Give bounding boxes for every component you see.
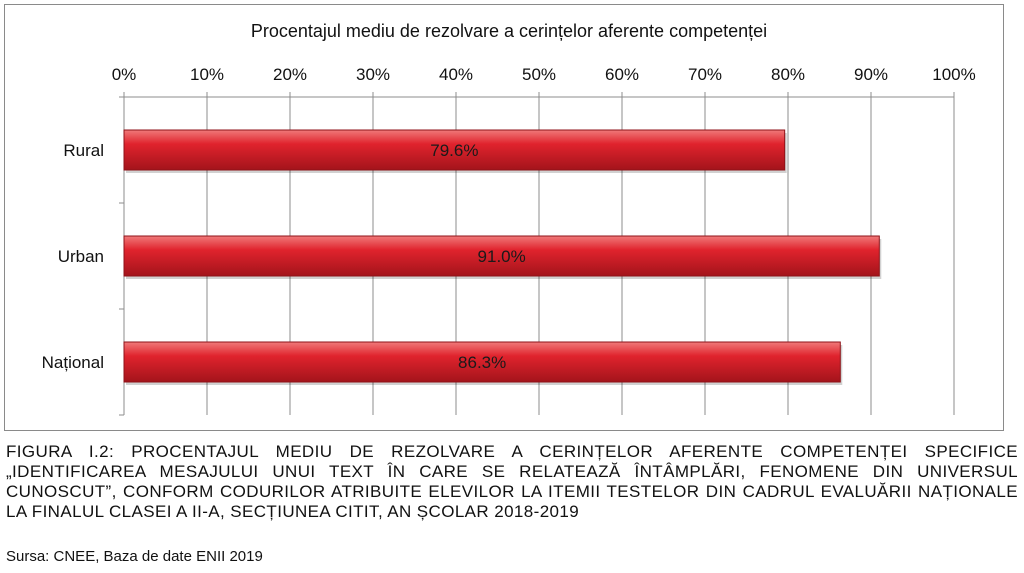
category-label: Național xyxy=(42,353,104,372)
x-tick-label: 70% xyxy=(688,65,722,84)
bar-chart: Procentajul mediu de rezolvare a cerințe… xyxy=(42,21,976,416)
category-label: Urban xyxy=(58,247,104,266)
x-tick-label: 100% xyxy=(932,65,975,84)
bar xyxy=(123,129,786,171)
data-label: 86.3% xyxy=(458,353,506,372)
figure-caption: FIGURA I.2: Procentajul mediu de rezolva… xyxy=(6,442,1018,521)
source-note: Sursa: CNEE, Baza de date ENII 2019 xyxy=(6,548,263,565)
data-label: 79.6% xyxy=(430,141,478,160)
x-tick-label: 40% xyxy=(439,65,473,84)
x-tick-label: 80% xyxy=(771,65,805,84)
x-tick-label: 90% xyxy=(854,65,888,84)
x-tick-label: 30% xyxy=(356,65,390,84)
chart-title: Procentajul mediu de rezolvare a cerințe… xyxy=(251,21,767,41)
x-tick-label: 0% xyxy=(112,65,137,84)
bar xyxy=(123,341,841,383)
x-tick-label: 60% xyxy=(605,65,639,84)
x-tick-label: 50% xyxy=(522,65,556,84)
x-tick-label: 20% xyxy=(273,65,307,84)
x-tick-label: 10% xyxy=(190,65,224,84)
bar xyxy=(123,235,880,277)
category-label: Rural xyxy=(63,141,104,160)
data-label: 91.0% xyxy=(478,247,526,266)
